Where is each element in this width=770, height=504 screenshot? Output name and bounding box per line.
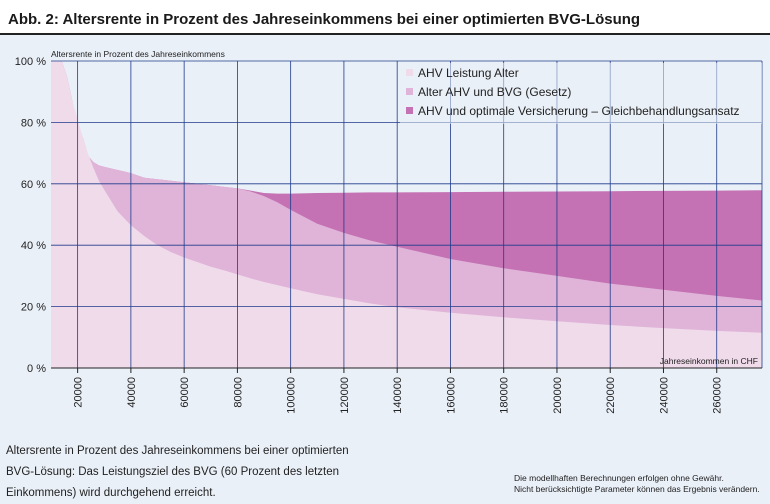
x-tick-label-3: 80000: [232, 377, 244, 408]
x-axis-label: Jahreseinkommen in CHF: [660, 356, 758, 366]
legend-label-1: AHV Leistung Alter: [418, 66, 519, 80]
series-area-1: [51, 61, 762, 368]
y-tick-label-2: 40 %: [21, 240, 46, 252]
x-tick-label-1: 40000: [126, 377, 138, 408]
x-tick-label-10: 220000: [605, 377, 617, 414]
y-tick-label-1: 20 %: [21, 302, 46, 314]
y-axis-label: Altersrente in Prozent des Jahreseinkomm…: [51, 49, 225, 59]
y-tick-label-5: 100 %: [15, 56, 46, 68]
y-tick-label-4: 80 %: [21, 117, 46, 129]
legend-background: [400, 63, 762, 124]
legend-label-3: AHV und optimale Versicherung – Gleichbe…: [418, 104, 740, 118]
disclaimer: Die modellhaften Berechnungen erfolgen o…: [514, 473, 760, 494]
x-tick-label-12: 260000: [712, 377, 724, 414]
header-bar: Abb. 2: Altersrente in Prozent des Jahre…: [0, 0, 770, 34]
title-rule: [0, 33, 770, 35]
legend-label-2: Alter AHV und BVG (Gesetz): [418, 85, 571, 99]
legend-swatch-1: [406, 69, 413, 76]
x-tick-label-11: 240000: [658, 377, 670, 414]
x-tick-label-6: 140000: [392, 377, 404, 414]
x-tick-label-0: 20000: [73, 377, 85, 408]
legend-swatch-3: [406, 107, 413, 114]
x-tick-label-8: 180000: [499, 377, 511, 414]
x-tick-label-2: 60000: [179, 377, 191, 408]
x-tick-label-9: 200000: [552, 377, 564, 414]
disclaimer-line-2: Nicht berücksichtigte Parameter können d…: [514, 483, 760, 494]
x-tick-label-7: 160000: [445, 377, 457, 414]
legend-swatch-2: [406, 88, 413, 95]
y-tick-label-3: 60 %: [21, 179, 46, 191]
figure-title: Abb. 2: Altersrente in Prozent des Jahre…: [8, 11, 641, 28]
x-tick-label-4: 100000: [286, 377, 298, 414]
x-tick-label-5: 120000: [339, 377, 351, 414]
y-tick-label-0: 0 %: [27, 363, 46, 375]
disclaimer-line-1: Die modellhaften Berechnungen erfolgen o…: [514, 473, 724, 483]
figure-caption: Altersrente in Prozent des Jahreseinkomm…: [6, 445, 349, 499]
